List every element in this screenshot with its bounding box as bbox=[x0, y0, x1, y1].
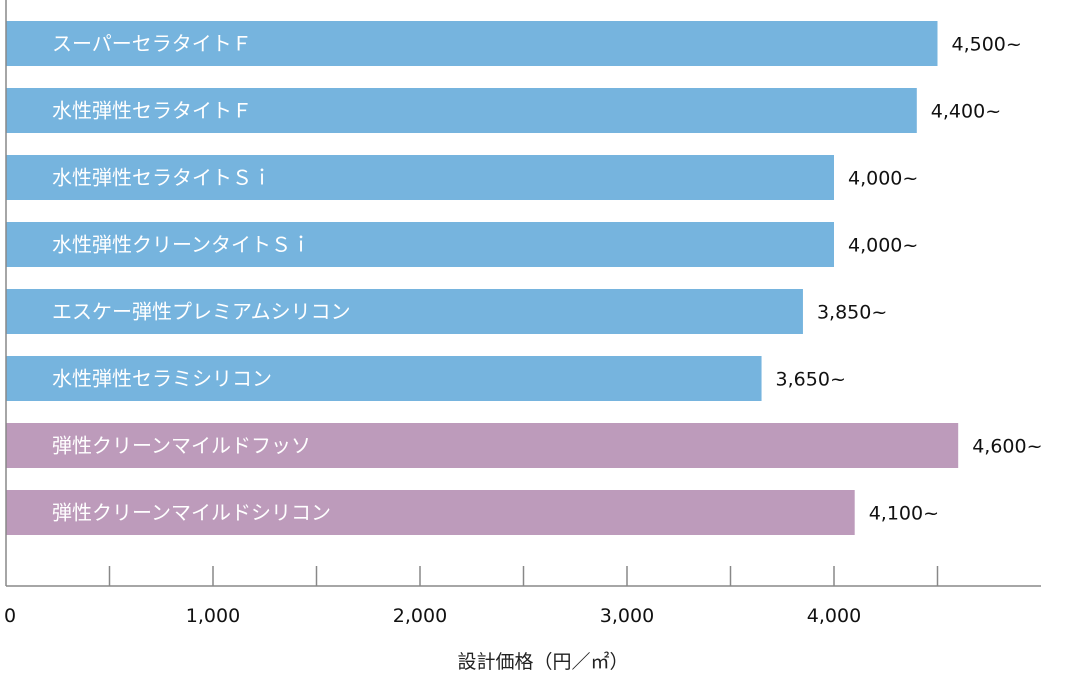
bars-layer: スーパーセラタイトＦ 4,500~水性弾性セラタイトＦ 4,400~水性弾性セラタイ… bbox=[6, 21, 1043, 535]
bar-value-label: 4,000~ bbox=[848, 168, 918, 190]
bar-category-label: 弾性クリーンマイルドシリコン bbox=[52, 501, 331, 525]
bar-group: 弾性クリーンマイルドフッソ 4,600~ bbox=[6, 423, 1043, 468]
bar-value-label: 4,600~ bbox=[972, 436, 1042, 458]
bar-value-label: 4,000~ bbox=[848, 235, 918, 257]
bar-category-label: エスケー弾性プレミアムシリコン bbox=[52, 300, 351, 324]
x-tick-label: 0 bbox=[4, 605, 16, 627]
bar-category-label: 水性弾性セラタイトＦ bbox=[52, 99, 252, 123]
bar-group: 弾性クリーンマイルドシリコン 4,100~ bbox=[6, 490, 939, 535]
x-tick-label: 2,000 bbox=[393, 605, 447, 627]
bar-value-label: 3,850~ bbox=[817, 302, 887, 324]
bar bbox=[6, 423, 959, 468]
bar-group: スーパーセラタイトＦ 4,500~ bbox=[6, 21, 1022, 66]
bar bbox=[6, 289, 803, 334]
bar-category-label: 弾性クリーンマイルドフッソ bbox=[52, 434, 311, 458]
bar-value-label: 4,500~ bbox=[952, 34, 1022, 56]
x-tick-label: 3,000 bbox=[600, 605, 654, 627]
bar-group: 水性弾性クリーンタイトＳｉ 4,000~ bbox=[6, 222, 918, 267]
bar-group: 水性弾性セラミシリコン 3,650~ bbox=[6, 356, 846, 401]
bar bbox=[6, 222, 834, 267]
bar-group: 水性弾性セラタイトＦ 4,400~ bbox=[6, 88, 1001, 133]
bar-category-label: 水性弾性クリーンタイトＳｉ bbox=[52, 233, 311, 257]
bar-value-label: 4,400~ bbox=[931, 101, 1001, 123]
bar-category-label: 水性弾性セラミシリコン bbox=[52, 367, 272, 391]
bar-group: エスケー弾性プレミアムシリコン 3,850~ bbox=[6, 289, 887, 334]
x-tick-label: 1,000 bbox=[186, 605, 240, 627]
bar bbox=[6, 88, 917, 133]
bar bbox=[6, 490, 855, 535]
bar-group: 水性弾性セラタイトＳｉ 4,000~ bbox=[6, 155, 918, 200]
bar-value-label: 4,100~ bbox=[869, 503, 939, 525]
bar bbox=[6, 21, 938, 66]
x-axis-title: 設計価格（円／㎡） bbox=[457, 650, 628, 673]
bar bbox=[6, 155, 834, 200]
bar-value-label: 3,650~ bbox=[776, 369, 846, 391]
x-axis: 0 1,000 2,000 3,000 4,000 bbox=[4, 0, 1041, 627]
x-tick-label: 4,000 bbox=[807, 605, 861, 627]
bar-category-label: 水性弾性セラタイトＳｉ bbox=[52, 166, 272, 190]
bar bbox=[6, 356, 762, 401]
bar-category-label: スーパーセラタイトＦ bbox=[52, 32, 252, 56]
